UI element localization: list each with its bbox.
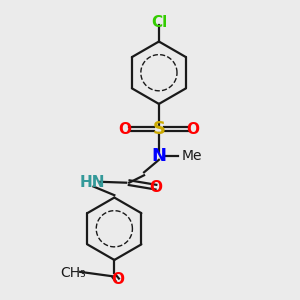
- Text: Cl: Cl: [151, 15, 167, 30]
- Text: Me: Me: [181, 149, 202, 163]
- Text: S: S: [152, 120, 165, 138]
- Text: O: O: [111, 272, 124, 287]
- Text: N: N: [152, 147, 166, 165]
- Text: O: O: [187, 122, 200, 137]
- Text: CH₃: CH₃: [60, 266, 86, 280]
- Text: HN: HN: [79, 175, 105, 190]
- Text: O: O: [149, 180, 162, 195]
- Text: O: O: [118, 122, 131, 137]
